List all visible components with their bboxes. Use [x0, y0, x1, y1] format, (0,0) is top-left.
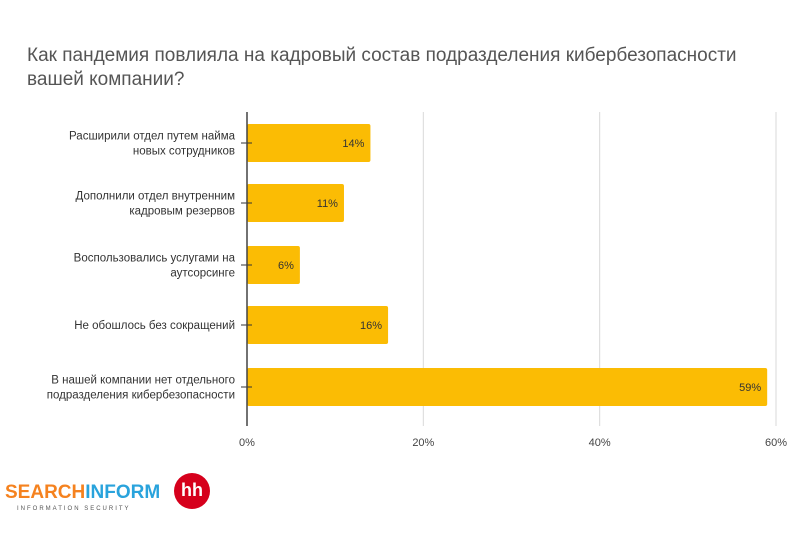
- logo-subtitle: INFORMATION SECURITY: [17, 506, 131, 512]
- searchinform-logo: SEARCHINFORM INFORMATION SECURITY: [5, 482, 165, 513]
- data-label: 11%: [317, 198, 338, 210]
- category-label: кадровым резервов: [129, 206, 235, 218]
- data-label: 59%: [739, 382, 761, 394]
- bar: [247, 246, 300, 284]
- x-tick-label: 0%: [239, 437, 255, 449]
- x-tick-label: 40%: [589, 437, 611, 449]
- logo-text-a: SEARCH: [5, 482, 86, 503]
- bar: [247, 124, 371, 162]
- category-label: аутсорсинге: [170, 268, 235, 280]
- category-label: В нашей компании нет отдельного: [51, 375, 235, 387]
- category-label: подразделения кибербезопасности: [47, 390, 235, 402]
- logo-text-b: INFORM: [85, 482, 161, 503]
- category-label: Воспользовались услугами на: [74, 253, 236, 265]
- data-label: 14%: [342, 138, 364, 150]
- category-label: Дополнили отдел внутренним: [76, 191, 236, 203]
- chart-title: Как пандемия повлияла на кадровый состав…: [27, 45, 737, 90]
- x-tick-label: 20%: [412, 437, 434, 449]
- x-tick-label: 60%: [765, 437, 787, 449]
- bar: [247, 368, 768, 406]
- bar: [247, 184, 344, 222]
- category-label: новых сотрудников: [133, 146, 235, 158]
- category-label: Расширили отдел путем найма: [69, 131, 236, 143]
- category-label: Не обошлось без сокращений: [74, 320, 235, 332]
- data-label: 6%: [278, 260, 294, 272]
- bar: [247, 306, 389, 344]
- hh-logo: hh: [174, 473, 210, 509]
- data-label: 16%: [360, 320, 382, 332]
- logo-wordmark: SEARCHINFORM: [5, 482, 165, 504]
